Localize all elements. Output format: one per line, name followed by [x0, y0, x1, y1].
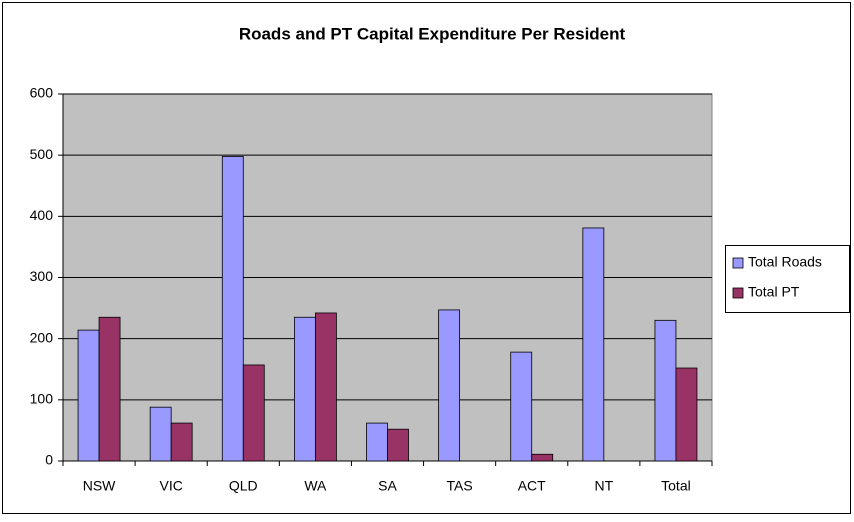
bar: [675, 367, 698, 462]
y-tick-label: 100: [30, 391, 54, 407]
legend-box: [725, 245, 850, 313]
legend-label: Total PT: [748, 284, 800, 300]
x-tick-label: WA: [304, 478, 327, 494]
bar: [242, 364, 265, 462]
bar: [293, 316, 316, 462]
y-tick-label: 0: [45, 452, 53, 468]
legend-swatch: [732, 287, 744, 299]
bar: [510, 351, 533, 462]
bar: [531, 453, 554, 462]
y-tick-label: 600: [30, 85, 54, 101]
bar: [77, 329, 100, 462]
y-tick-label: 400: [30, 207, 54, 223]
bar: [149, 406, 172, 462]
chart-title: Roads and PT Capital Expenditure Per Res…: [239, 24, 626, 43]
legend-label: Total Roads: [748, 254, 822, 270]
bar: [221, 155, 244, 462]
x-tick-label: SA: [378, 478, 397, 494]
x-tick-label: ACT: [518, 478, 546, 494]
x-tick-label: NSW: [83, 478, 116, 494]
x-tick-label: TAS: [447, 478, 473, 494]
bar: [582, 227, 605, 462]
y-tick-label: 500: [30, 146, 54, 162]
bar: [366, 422, 388, 462]
y-tick-label: 200: [30, 329, 54, 345]
y-tick-label: 300: [30, 268, 54, 284]
x-tick-label: NT: [594, 478, 613, 494]
bar: [314, 312, 337, 462]
bar: [170, 422, 193, 462]
x-tick-label: QLD: [229, 478, 258, 494]
bar: [438, 309, 461, 462]
bar: [387, 428, 409, 462]
bar: [654, 319, 677, 462]
bar: [98, 316, 121, 462]
legend-swatch: [732, 257, 744, 269]
x-tick-label: VIC: [159, 478, 182, 494]
x-tick-label: Total: [661, 478, 691, 494]
